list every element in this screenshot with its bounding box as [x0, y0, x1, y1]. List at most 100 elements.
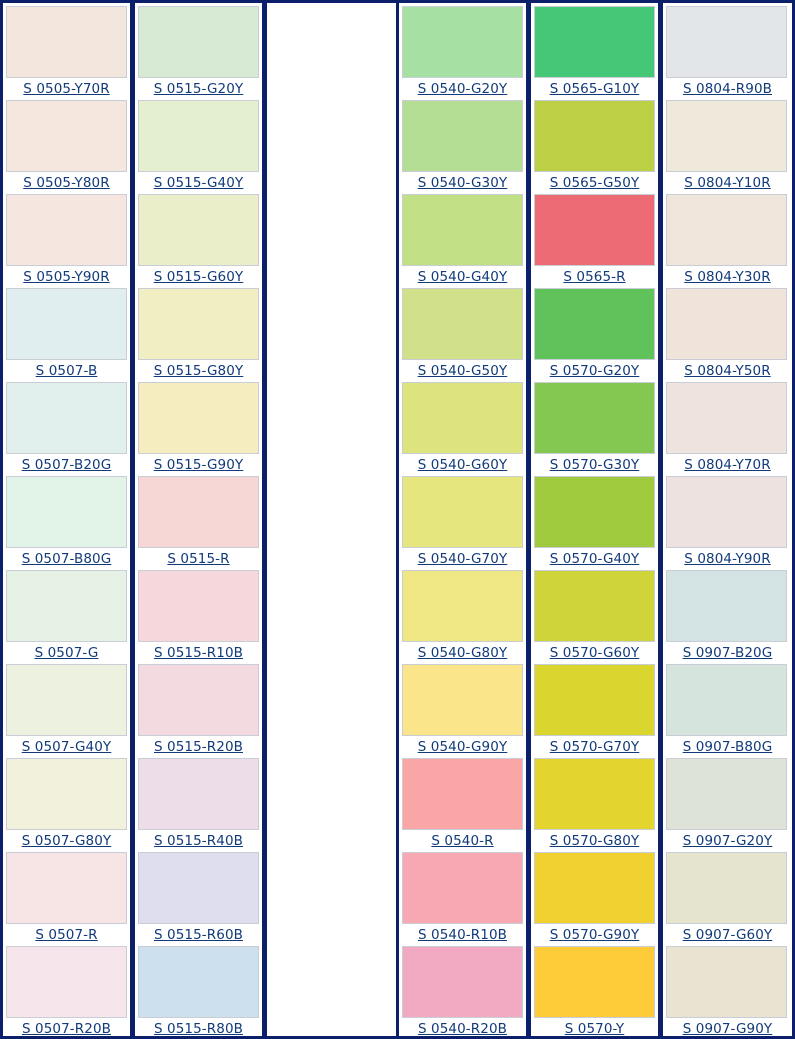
color-swatch-cell[interactable]: S 0540-G70Y	[399, 473, 526, 567]
color-swatch[interactable]	[666, 946, 787, 1018]
color-code-link[interactable]: S 0907-G90Y	[682, 1021, 773, 1037]
color-code-link[interactable]: S 0570-G30Y	[549, 457, 640, 473]
color-swatch-cell[interactable]: S 0515-G60Y	[135, 191, 262, 285]
color-code-link[interactable]: S 0505-Y80R	[23, 175, 110, 191]
color-code-link[interactable]: S 0804-Y50R	[684, 363, 771, 379]
color-code-link[interactable]: S 0540-G50Y	[417, 363, 508, 379]
color-swatch-cell[interactable]: S 0507-G40Y	[3, 661, 130, 755]
color-swatch-cell[interactable]: S 0570-G20Y	[531, 285, 658, 379]
color-swatch-cell[interactable]: S 0540-G60Y	[399, 379, 526, 473]
color-code-link[interactable]: S 0804-R90B	[682, 81, 772, 97]
color-swatch-cell[interactable]: S 0515-R80B	[135, 943, 262, 1037]
color-swatch-cell[interactable]: S 0540-G50Y	[399, 285, 526, 379]
color-code-link[interactable]: S 0515-R	[167, 551, 230, 567]
color-swatch-cell[interactable]: S 0515-G90Y	[135, 379, 262, 473]
color-swatch-cell[interactable]: S 0570-G40Y	[531, 473, 658, 567]
color-swatch[interactable]	[6, 6, 127, 78]
color-swatch[interactable]	[666, 852, 787, 924]
color-swatch-cell[interactable]: S 0804-Y70R	[663, 379, 792, 473]
color-code-link[interactable]: S 0515-G60Y	[153, 269, 244, 285]
color-swatch-cell[interactable]: S 0540-G40Y	[399, 191, 526, 285]
color-swatch[interactable]	[138, 100, 259, 172]
color-code-link[interactable]: S 0565-G50Y	[549, 175, 640, 191]
color-swatch[interactable]	[6, 100, 127, 172]
color-swatch-cell[interactable]: S 0570-G80Y	[531, 755, 658, 849]
color-swatch[interactable]	[6, 946, 127, 1018]
color-swatch-cell[interactable]: S 0804-Y50R	[663, 285, 792, 379]
color-swatch[interactable]	[138, 194, 259, 266]
color-swatch-cell[interactable]: S 0507-B80G	[3, 473, 130, 567]
color-code-link[interactable]: S 0540-R10B	[417, 927, 507, 943]
color-swatch-cell[interactable]: S 0515-R20B	[135, 661, 262, 755]
color-swatch-cell[interactable]: S 0505-Y80R	[3, 97, 130, 191]
color-swatch[interactable]	[666, 664, 787, 736]
color-swatch-cell[interactable]: S 0570-G90Y	[531, 849, 658, 943]
color-swatch[interactable]	[402, 758, 523, 830]
color-swatch-cell[interactable]: S 0570-Y	[531, 943, 658, 1037]
color-swatch-cell[interactable]: S 0804-Y90R	[663, 473, 792, 567]
color-code-link[interactable]: S 0540-G20Y	[417, 81, 508, 97]
color-code-link[interactable]: S 0907-B20G	[682, 645, 773, 661]
color-swatch-cell[interactable]: S 0907-G20Y	[663, 755, 792, 849]
color-code-link[interactable]: S 0507-G40Y	[21, 739, 112, 755]
color-code-link[interactable]: S 0515-R80B	[153, 1021, 243, 1037]
color-swatch-cell[interactable]: S 0570-G30Y	[531, 379, 658, 473]
color-swatch-cell[interactable]: S 0570-G70Y	[531, 661, 658, 755]
color-swatch-cell[interactable]: S 0507-B20G	[3, 379, 130, 473]
color-swatch-cell[interactable]: S 0507-G	[3, 567, 130, 661]
color-swatch-cell[interactable]: S 0540-G80Y	[399, 567, 526, 661]
color-swatch-cell[interactable]: S 0907-G60Y	[663, 849, 792, 943]
color-swatch-cell[interactable]: S 0505-Y70R	[3, 3, 130, 97]
color-code-link[interactable]: S 0804-Y90R	[684, 551, 771, 567]
color-swatch[interactable]	[402, 852, 523, 924]
color-code-link[interactable]: S 0907-G20Y	[682, 833, 773, 849]
color-code-link[interactable]: S 0515-G20Y	[153, 81, 244, 97]
color-code-link[interactable]: S 0570-G60Y	[549, 645, 640, 661]
color-swatch[interactable]	[6, 194, 127, 266]
color-code-link[interactable]: S 0570-Y	[564, 1021, 625, 1037]
color-code-link[interactable]: S 0505-Y70R	[23, 81, 110, 97]
color-swatch[interactable]	[534, 288, 655, 360]
color-swatch-cell[interactable]: S 0804-Y10R	[663, 97, 792, 191]
color-code-link[interactable]: S 0507-B20G	[21, 457, 112, 473]
color-code-link[interactable]: S 0565-R	[563, 269, 626, 285]
color-swatch[interactable]	[402, 100, 523, 172]
color-code-link[interactable]: S 0907-G60Y	[682, 927, 773, 943]
color-swatch[interactable]	[402, 194, 523, 266]
color-code-link[interactable]: S 0515-G80Y	[153, 363, 244, 379]
color-swatch[interactable]	[534, 758, 655, 830]
color-code-link[interactable]: S 0505-Y90R	[23, 269, 110, 285]
color-code-link[interactable]: S 0570-G70Y	[549, 739, 640, 755]
color-swatch-cell[interactable]: S 0515-G80Y	[135, 285, 262, 379]
color-code-link[interactable]: S 0507-G	[34, 645, 99, 661]
color-swatch[interactable]	[138, 570, 259, 642]
color-swatch[interactable]	[402, 664, 523, 736]
color-swatch[interactable]	[138, 288, 259, 360]
color-swatch[interactable]	[666, 476, 787, 548]
color-swatch-cell[interactable]: S 0540-R	[399, 755, 526, 849]
color-swatch-cell[interactable]: S 0565-G50Y	[531, 97, 658, 191]
color-code-link[interactable]: S 0540-G90Y	[417, 739, 508, 755]
color-swatch[interactable]	[666, 382, 787, 454]
color-swatch-cell[interactable]: S 0570-G60Y	[531, 567, 658, 661]
color-code-link[interactable]: S 0540-G70Y	[417, 551, 508, 567]
color-swatch[interactable]	[402, 476, 523, 548]
color-code-link[interactable]: S 0515-R40B	[153, 833, 243, 849]
color-swatch[interactable]	[402, 570, 523, 642]
color-swatch[interactable]	[138, 852, 259, 924]
color-code-link[interactable]: S 0515-R20B	[153, 739, 243, 755]
color-swatch[interactable]	[402, 382, 523, 454]
color-code-link[interactable]: S 0570-G80Y	[549, 833, 640, 849]
color-code-link[interactable]: S 0507-B80G	[21, 551, 112, 567]
color-code-link[interactable]: S 0540-G30Y	[417, 175, 508, 191]
color-code-link[interactable]: S 0515-G90Y	[153, 457, 244, 473]
color-swatch[interactable]	[534, 6, 655, 78]
color-code-link[interactable]: S 0540-G40Y	[417, 269, 508, 285]
color-swatch-cell[interactable]: S 0507-B	[3, 285, 130, 379]
color-code-link[interactable]: S 0515-R10B	[153, 645, 243, 661]
color-code-link[interactable]: S 0540-R	[431, 833, 494, 849]
color-swatch[interactable]	[402, 946, 523, 1018]
color-swatch-cell[interactable]: S 0907-B20G	[663, 567, 792, 661]
color-swatch[interactable]	[534, 476, 655, 548]
color-swatch-cell[interactable]: S 0907-B80G	[663, 661, 792, 755]
